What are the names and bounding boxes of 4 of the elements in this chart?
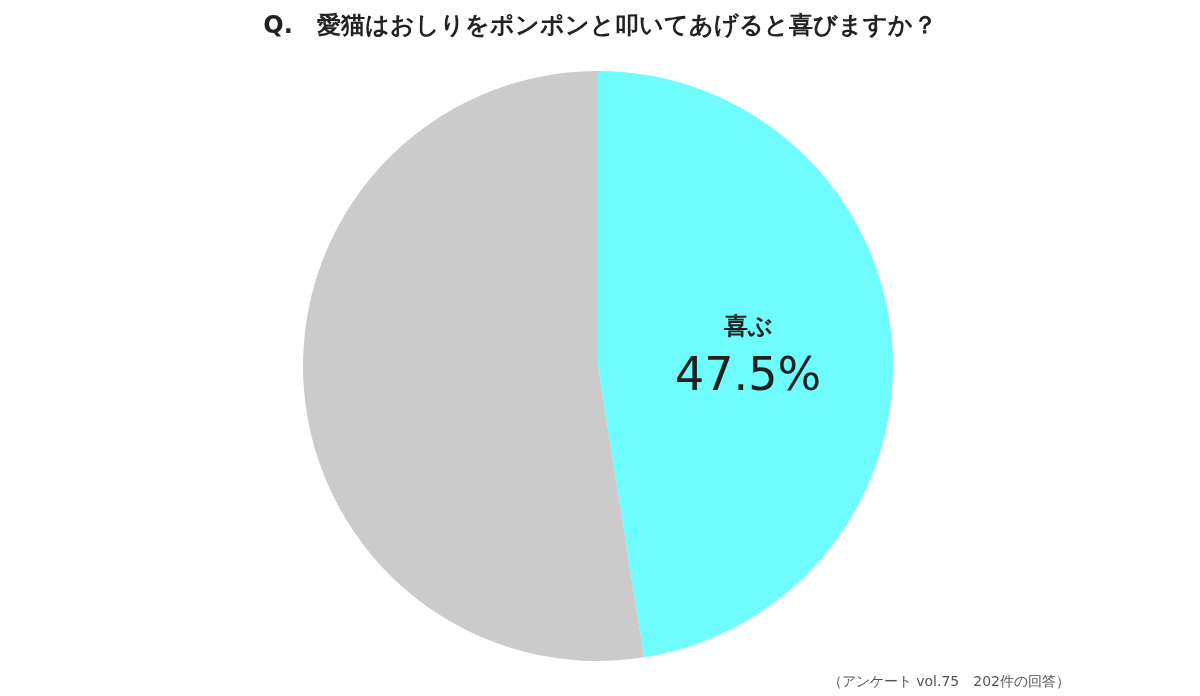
text: （アンケート vol.75 202件の回答）	[827, 673, 1071, 689]
chart-title: Q. 愛猫はおしりをポンポンと叩いてあげると喜びますか？	[263, 11, 937, 39]
slice-label: 喜ぶ	[722, 312, 773, 341]
data-label: 47.5%	[674, 347, 822, 402]
